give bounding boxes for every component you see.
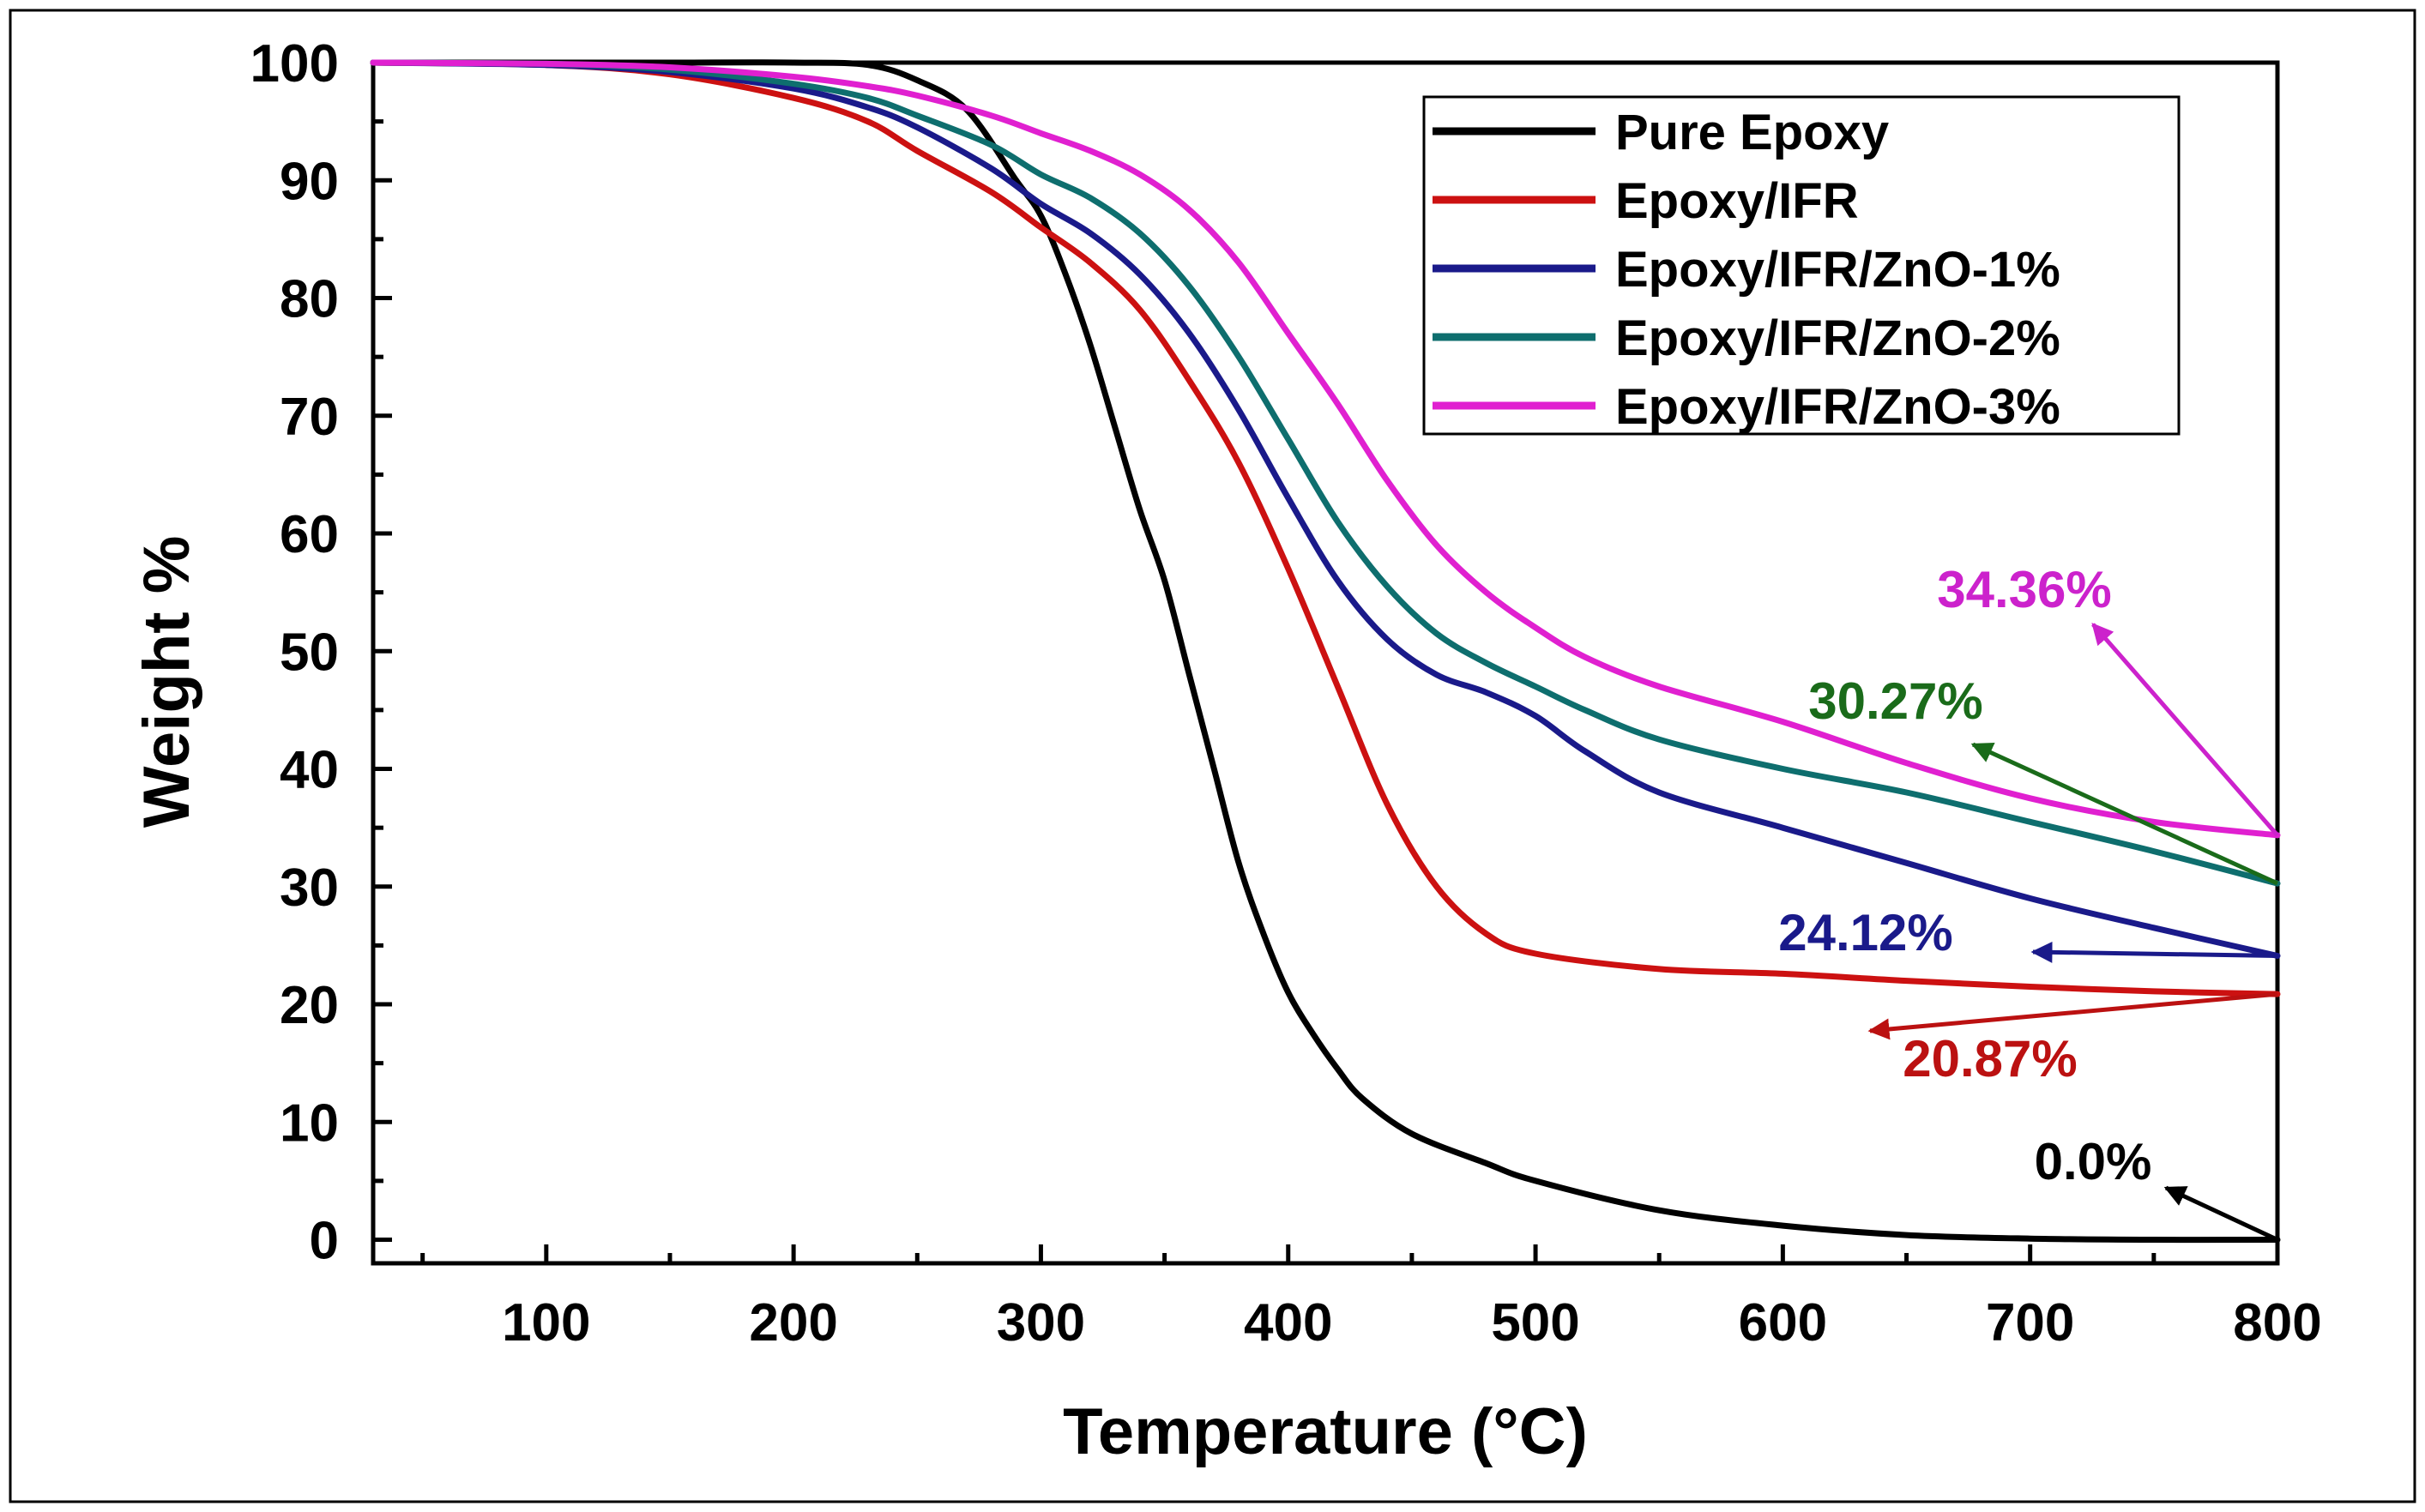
series-lines	[370, 59, 2281, 1244]
series-line-epoxy-ifr	[370, 59, 2281, 997]
y-tick-label: 80	[280, 270, 339, 329]
annotation-arrow	[2091, 623, 2279, 837]
y-tick-label: 90	[280, 152, 339, 211]
outer-border	[9, 9, 2416, 1503]
annotation-label: 30.27%	[1808, 672, 1983, 730]
series-line-epoxy-ifr-zno-3	[370, 59, 2281, 839]
annotation-arrow	[1970, 742, 2279, 886]
x-tick-label: 600	[1739, 1293, 1827, 1352]
x-axis-title: Temperature (°C)	[1063, 1395, 1588, 1468]
y-tick-label: 60	[280, 505, 339, 564]
y-tick-label: 10	[280, 1093, 339, 1153]
x-tick-label: 500	[1491, 1293, 1579, 1352]
legend-label-pure-epoxy: Pure Epoxy	[1615, 105, 1889, 160]
series-line-epoxy-ifr-zno-2	[370, 59, 2281, 887]
y-axis-title: Weight %	[130, 536, 203, 828]
y-axis-ticks: 0 10 20 30 40 50 60 70 80 90 100	[250, 34, 392, 1271]
annotation-label: 34.36%	[1937, 561, 2112, 618]
annotation-label: 0.0%	[2035, 1133, 2152, 1190]
annotations: 34.36% 30.27% 24.12% 20.87% 0.0%	[1778, 561, 2279, 1242]
legend: Pure Epoxy Epoxy/IFR Epoxy/IFR/ZnO-1% Ep…	[1422, 95, 2181, 436]
legend-label-epoxy-ifr: Epoxy/IFR	[1615, 173, 1859, 229]
x-tick-label: 200	[749, 1293, 837, 1352]
annotation-label: 24.12%	[1778, 904, 1953, 961]
y-tick-label: 50	[280, 623, 339, 682]
y-tick-label: 100	[250, 34, 339, 93]
legend-label-zno-3: Epoxy/IFR/ZnO-3%	[1615, 379, 2060, 435]
y-tick-label: 0	[310, 1212, 339, 1271]
series-line-epoxy-ifr-zno-1	[370, 59, 2281, 959]
annotation-arrow	[2030, 941, 2278, 963]
y-tick-label: 20	[280, 976, 339, 1035]
x-tick-label: 700	[1986, 1293, 2074, 1352]
y-tick-label: 70	[280, 388, 339, 447]
legend-label-zno-1: Epoxy/IFR/ZnO-1%	[1615, 242, 2060, 298]
series-line-pure-epoxy	[370, 59, 2281, 1244]
legend-label-zno-2: Epoxy/IFR/ZnO-2%	[1615, 310, 2060, 366]
annotation-arrow	[2163, 1185, 2279, 1242]
annotation-label: 20.87%	[1903, 1030, 2078, 1087]
x-tick-label: 100	[502, 1293, 590, 1352]
y-tick-label: 40	[280, 741, 339, 800]
plot-frame	[371, 60, 2280, 1266]
x-tick-label: 300	[997, 1293, 1085, 1352]
x-tick-label: 400	[1244, 1293, 1332, 1352]
x-tick-label: 800	[2233, 1293, 2321, 1352]
x-axis-ticks: 100 200 300 400 500 600 700 800	[420, 1244, 2322, 1352]
y-tick-label: 30	[280, 858, 339, 918]
annotation-arrow	[1867, 991, 2278, 1040]
